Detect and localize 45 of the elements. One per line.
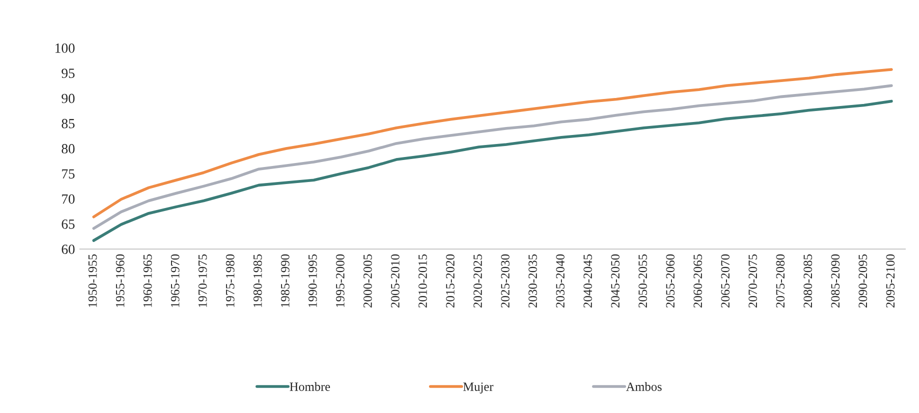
x-tick-label: 1960-1965 <box>143 254 152 307</box>
x-tick-label: 2005-2010 <box>390 254 400 308</box>
y-tick-label: 65 <box>62 220 75 229</box>
line-series <box>92 84 893 230</box>
x-tick-label: 2075-2080 <box>776 254 785 308</box>
x-tick-label: 1955-1960 <box>116 254 124 307</box>
y-tick-label: 100 <box>55 43 75 53</box>
x-tick-label: 2000-2005 <box>363 254 372 308</box>
x-tick-label: 1985-1990 <box>280 254 290 307</box>
x-tick-label: 2020-2025 <box>474 254 482 308</box>
y-tick-label: 85 <box>62 118 75 128</box>
x-tick-label: 1975-1980 <box>226 254 234 307</box>
x-tick-label: 2090-2095 <box>858 254 868 308</box>
x-tick-label: 2070-2075 <box>748 254 758 308</box>
x-tick-label: 2080-2085 <box>804 254 812 308</box>
y-tick-label: 75 <box>62 169 75 179</box>
x-tick-label: 2040-2045 <box>584 254 592 308</box>
x-tick-label: 1970-1975 <box>198 254 207 307</box>
x-tick-label: 2035-2040 <box>556 254 564 308</box>
legend-label: Hombre <box>290 382 330 391</box>
y-tick-label: 70 <box>62 194 75 204</box>
y-tick-label: 95 <box>62 68 75 78</box>
x-tick-label: 2085-2090 <box>831 254 840 308</box>
line-series <box>92 100 893 242</box>
y-tick-label: 80 <box>62 144 75 154</box>
x-tick-label: 1995-2000 <box>336 254 344 307</box>
legend-label: Ambos <box>626 382 662 391</box>
x-tick-label: 2030-2035 <box>528 254 537 308</box>
x-tick-label: 2010-2015 <box>418 254 427 308</box>
x-tick-label: 1965-1970 <box>170 254 180 307</box>
y-tick-label: 90 <box>62 94 75 104</box>
x-tick-label: 2055-2060 <box>666 254 675 308</box>
y-tick-label: 60 <box>62 244 75 254</box>
x-tick-label: 2065-2070 <box>721 254 730 308</box>
x-tick-label: 1990-1995 <box>308 254 317 307</box>
x-tick-label: 1980-1985 <box>253 254 262 307</box>
x-tick-label: 2050-2055 <box>638 254 648 308</box>
x-tick-label: 2060-2065 <box>694 254 702 308</box>
x-tick-label: 1950-1955 <box>88 254 97 307</box>
legend-label: Mujer <box>463 382 494 394</box>
x-tick-label: 2045-2050 <box>611 254 620 308</box>
line-series <box>92 68 893 218</box>
x-tick-label: 2025-2030 <box>501 254 510 308</box>
x-tick-label: 2015-2020 <box>446 254 454 308</box>
x-tick-label: 2095-2100 <box>886 254 895 308</box>
